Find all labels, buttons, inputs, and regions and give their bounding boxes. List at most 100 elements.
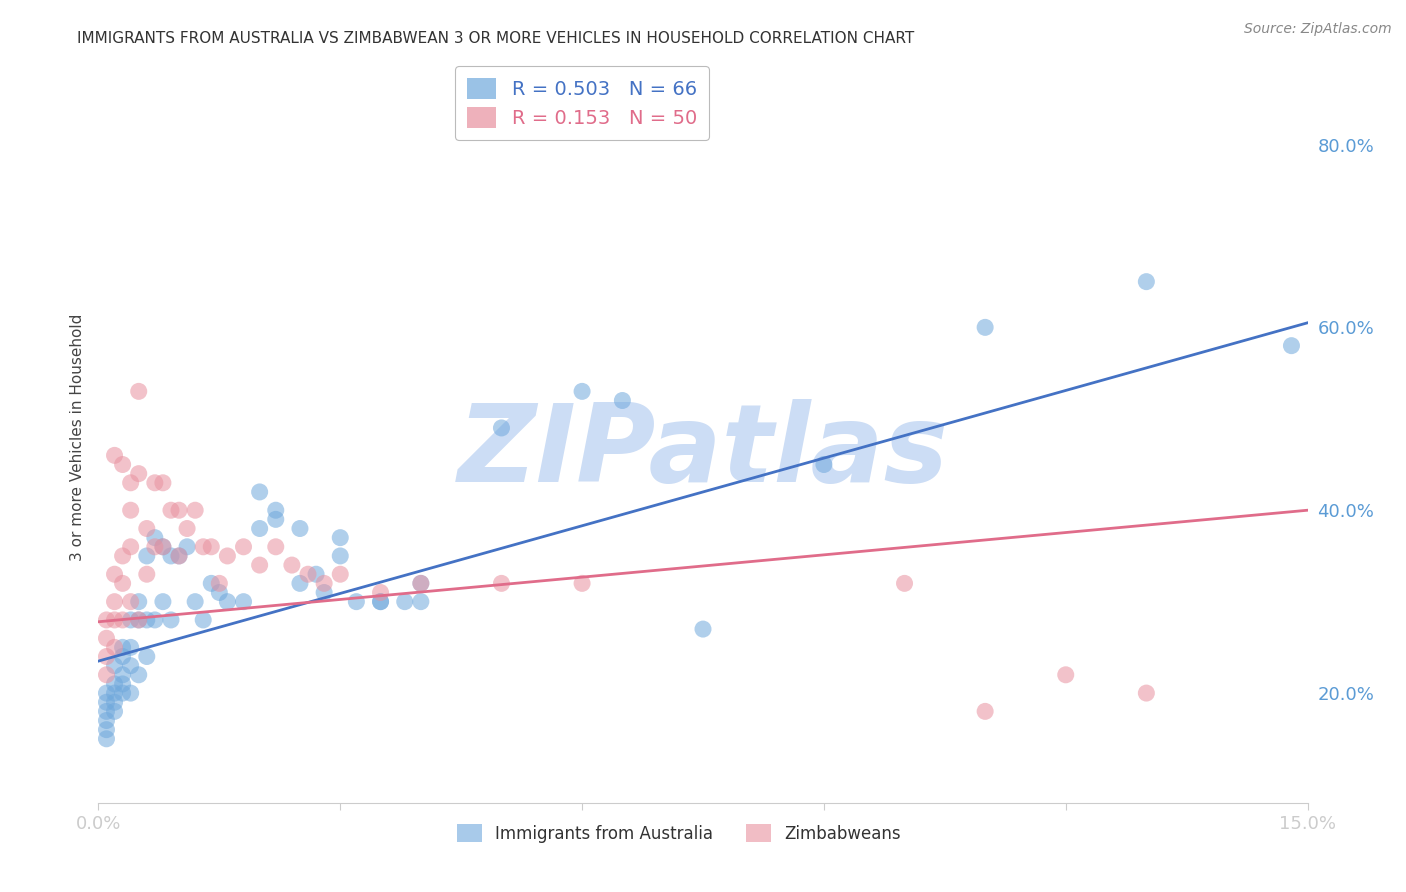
Point <box>111 667 134 681</box>
Point <box>314 576 336 591</box>
Point <box>128 384 150 399</box>
Point <box>111 686 134 700</box>
Point <box>111 677 134 691</box>
Point <box>974 705 997 719</box>
Point <box>120 613 142 627</box>
Point <box>200 576 222 591</box>
Point <box>143 613 166 627</box>
Point <box>176 521 198 535</box>
Point <box>135 567 157 582</box>
Point <box>111 640 134 655</box>
Point <box>893 576 915 591</box>
Point <box>111 576 134 591</box>
Point <box>409 576 432 591</box>
Point <box>232 594 254 608</box>
Point <box>329 549 352 563</box>
Point <box>103 448 125 462</box>
Point <box>128 667 150 681</box>
Point <box>120 594 142 608</box>
Point <box>249 558 271 573</box>
Point <box>193 540 215 554</box>
Point <box>409 576 432 591</box>
Point <box>370 594 392 608</box>
Point <box>96 686 118 700</box>
Point <box>217 549 239 563</box>
Point <box>135 549 157 563</box>
Point <box>264 540 287 554</box>
Point <box>103 686 125 700</box>
Point <box>571 576 593 591</box>
Point <box>96 714 118 728</box>
Point <box>96 667 118 681</box>
Point <box>974 320 997 334</box>
Point <box>135 649 157 664</box>
Point <box>128 613 150 627</box>
Point <box>128 613 150 627</box>
Point <box>143 540 166 554</box>
Point <box>394 594 416 608</box>
Point <box>813 458 835 472</box>
Point <box>111 458 134 472</box>
Point <box>491 421 513 435</box>
Point <box>103 705 125 719</box>
Point <box>409 594 432 608</box>
Point <box>288 576 311 591</box>
Point <box>96 649 118 664</box>
Legend: Immigrants from Australia, Zimbabweans: Immigrants from Australia, Zimbabweans <box>450 818 908 849</box>
Point <box>96 632 118 646</box>
Point <box>176 540 198 554</box>
Point <box>96 723 118 737</box>
Point <box>103 594 125 608</box>
Point <box>249 521 271 535</box>
Point <box>692 622 714 636</box>
Point <box>297 567 319 582</box>
Point <box>167 549 190 563</box>
Point <box>160 613 183 627</box>
Point <box>200 540 222 554</box>
Point <box>1281 339 1303 353</box>
Point <box>264 503 287 517</box>
Point <box>167 503 190 517</box>
Point <box>96 613 118 627</box>
Point <box>135 521 157 535</box>
Point <box>288 521 311 535</box>
Point <box>103 695 125 709</box>
Point <box>281 558 304 573</box>
Point <box>120 540 142 554</box>
Point <box>152 475 174 490</box>
Point <box>305 567 328 582</box>
Point <box>249 485 271 500</box>
Point <box>103 567 125 582</box>
Point <box>103 658 125 673</box>
Point <box>143 531 166 545</box>
Point <box>128 467 150 481</box>
Point <box>160 549 183 563</box>
Point <box>103 640 125 655</box>
Point <box>135 613 157 627</box>
Point <box>103 613 125 627</box>
Point <box>120 686 142 700</box>
Point <box>103 677 125 691</box>
Point <box>152 594 174 608</box>
Point <box>344 594 367 608</box>
Point <box>143 475 166 490</box>
Point <box>370 585 392 599</box>
Point <box>96 731 118 746</box>
Point <box>370 594 392 608</box>
Point <box>232 540 254 554</box>
Point <box>120 640 142 655</box>
Point <box>193 613 215 627</box>
Text: ZIPatlas: ZIPatlas <box>457 399 949 505</box>
Point <box>184 594 207 608</box>
Y-axis label: 3 or more Vehicles in Household: 3 or more Vehicles in Household <box>69 313 84 561</box>
Point <box>120 503 142 517</box>
Point <box>111 649 134 664</box>
Point <box>160 503 183 517</box>
Point <box>111 549 134 563</box>
Point <box>329 531 352 545</box>
Point <box>1054 667 1077 681</box>
Point <box>184 503 207 517</box>
Point <box>1135 275 1157 289</box>
Point <box>96 705 118 719</box>
Point <box>208 585 231 599</box>
